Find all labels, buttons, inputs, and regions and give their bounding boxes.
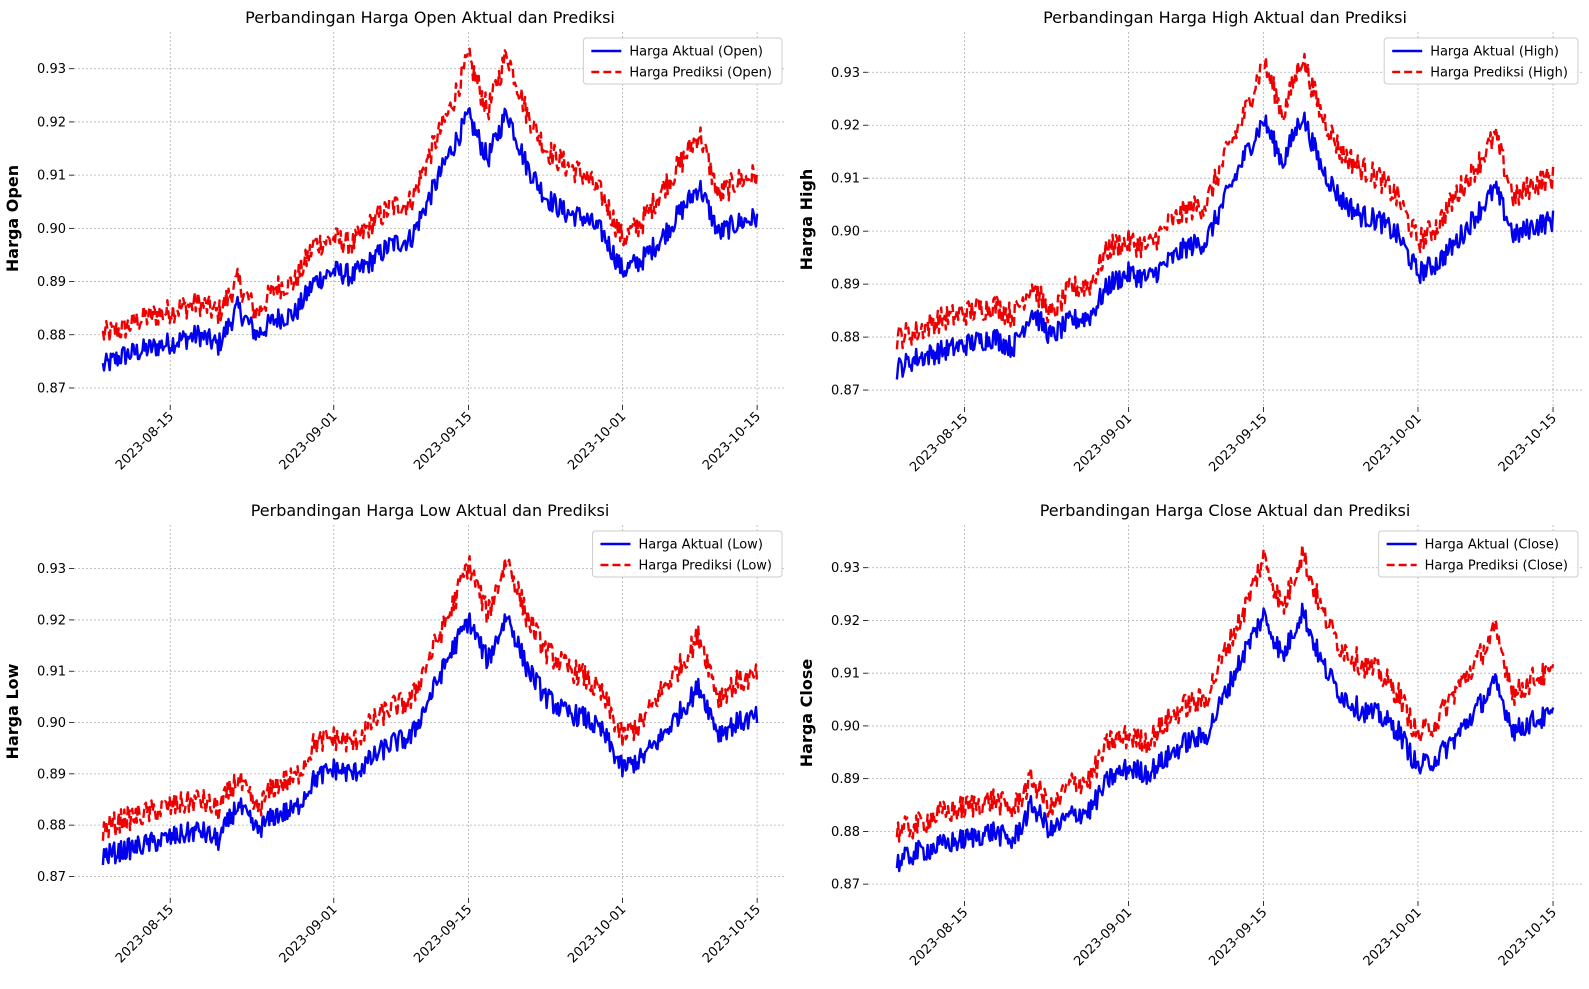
y-tick-label: 0.89 — [37, 275, 66, 290]
y-tick-label: 0.90 — [37, 716, 66, 731]
chart-title: Perbandingan Harga Close Aktual dan Pred… — [1040, 501, 1411, 520]
y-tick-label: 0.92 — [37, 115, 66, 130]
y-tick-label: 0.91 — [831, 172, 860, 187]
legend-box — [591, 530, 783, 578]
x-tick-label: 2023-08-15 — [907, 905, 971, 969]
x-tick-label: 2023-09-15 — [411, 902, 475, 966]
y-tick-label: 0.93 — [37, 62, 66, 77]
legend-label: Harga Prediksi (Open) — [629, 66, 772, 81]
chart-panel-3: 0.87 0.88 0.89 0.90 0.91 0.92 0.93 2023-08-15 20… — [3, 501, 786, 966]
x-tick-label: 2023-09-15 — [1206, 905, 1270, 969]
y-tick-label: 0.90 — [831, 719, 860, 734]
series-line-aktual — [101, 612, 759, 866]
chart-title: Perbandingan Harga Open Aktual dan Predi… — [245, 8, 615, 27]
legend-box — [1378, 530, 1579, 578]
x-tick-label: 2023-10-01 — [565, 409, 629, 473]
x-tick-label: 2023-10-15 — [1496, 905, 1560, 969]
x-tick-label: 2023-10-15 — [1496, 411, 1560, 475]
y-tick-label: 0.88 — [37, 328, 66, 343]
x-tick-label: 2023-08-15 — [113, 902, 177, 966]
legend-box — [582, 37, 783, 85]
y-tick-label: 0.93 — [37, 562, 66, 577]
y-tick-label: 0.89 — [831, 278, 860, 293]
x-tick-label: 2023-10-15 — [700, 409, 764, 473]
series-line-aktual — [895, 111, 1555, 380]
y-axis-label: Harga Close — [797, 659, 816, 768]
y-tick-label: 0.87 — [37, 381, 66, 396]
x-tick-label: 2023-10-01 — [1361, 905, 1425, 969]
chart-panel-2: 0.87 0.88 0.89 0.90 0.91 0.92 0.93 2023-08-15 20… — [797, 8, 1582, 475]
y-tick-label: 0.88 — [831, 331, 860, 346]
legend-label: Harga Aktual (Close) — [1425, 538, 1559, 553]
y-tick-label: 0.88 — [37, 819, 66, 834]
y-tick-label: 0.92 — [831, 119, 860, 134]
y-tick-label: 0.87 — [831, 384, 860, 399]
y-tick-label: 0.91 — [37, 169, 66, 184]
chart-title: Perbandingan Harga Low Aktual dan Predik… — [251, 501, 610, 520]
y-axis-label: Harga High — [797, 169, 816, 271]
series-line-prediksi — [101, 47, 759, 343]
series-line-aktual — [895, 602, 1555, 873]
x-tick-label: 2023-10-01 — [1361, 411, 1425, 475]
series-line-prediksi — [895, 543, 1555, 843]
y-tick-label: 0.92 — [37, 613, 66, 628]
y-tick-label: 0.88 — [831, 825, 860, 840]
y-tick-label: 0.90 — [831, 225, 860, 240]
x-tick-label: 2023-09-15 — [411, 409, 475, 473]
legend: Harga Aktual (Open) Harga Prediksi (Open) — [582, 37, 783, 85]
y-tick-label: 0.89 — [37, 767, 66, 782]
y-tick-label: 0.93 — [831, 66, 860, 81]
y-axis-label: Harga Open — [3, 165, 22, 272]
series-line-prediksi — [101, 555, 759, 841]
legend: Harga Aktual (Low) Harga Prediksi (Low) — [591, 530, 783, 578]
x-tick-label: 2023-09-01 — [277, 409, 341, 473]
legend-label: Harga Prediksi (Close) — [1425, 559, 1568, 574]
chart-panel-4: 0.87 0.88 0.89 0.90 0.91 0.92 0.93 2023-08-15 20… — [797, 501, 1582, 969]
y-tick-label: 0.87 — [831, 878, 860, 893]
series-line-aktual — [101, 107, 759, 372]
x-tick-label: 2023-09-01 — [277, 902, 341, 966]
y-tick-label: 0.93 — [831, 561, 860, 576]
y-tick-label: 0.92 — [831, 614, 860, 629]
x-tick-label: 2023-10-01 — [565, 902, 629, 966]
chart-title: Perbandingan Harga High Aktual dan Predi… — [1043, 8, 1407, 27]
y-tick-label: 0.87 — [37, 870, 66, 885]
legend-label: Harga Aktual (Open) — [629, 45, 763, 60]
chart-panel-1: 0.87 0.88 0.89 0.90 0.91 0.92 0.93 2023-08-15 20… — [3, 8, 786, 473]
x-tick-label: 2023-09-01 — [1071, 411, 1135, 475]
legend: Harga Aktual (Close) Harga Prediksi (Clos… — [1378, 530, 1579, 578]
x-tick-label: 2023-09-15 — [1206, 411, 1270, 475]
legend-box — [1383, 37, 1579, 85]
x-tick-label: 2023-10-15 — [700, 902, 764, 966]
y-tick-label: 0.91 — [37, 665, 66, 680]
legend-label: Harga Prediksi (Low) — [638, 559, 772, 574]
y-tick-label: 0.91 — [831, 667, 860, 682]
y-axis-label: Harga Low — [3, 663, 22, 759]
y-tick-label: 0.90 — [37, 222, 66, 237]
legend-label: Harga Prediksi (High) — [1430, 66, 1568, 81]
x-tick-label: 2023-08-15 — [907, 411, 971, 475]
legend: Harga Aktual (High) Harga Prediksi (High) — [1383, 37, 1579, 85]
x-tick-label: 2023-08-15 — [113, 409, 177, 473]
y-tick-label: 0.89 — [831, 772, 860, 787]
series-line-prediksi — [895, 52, 1555, 350]
legend-label: Harga Aktual (Low) — [638, 538, 762, 553]
x-tick-label: 2023-09-01 — [1071, 905, 1135, 969]
legend-label: Harga Aktual (High) — [1430, 45, 1559, 60]
